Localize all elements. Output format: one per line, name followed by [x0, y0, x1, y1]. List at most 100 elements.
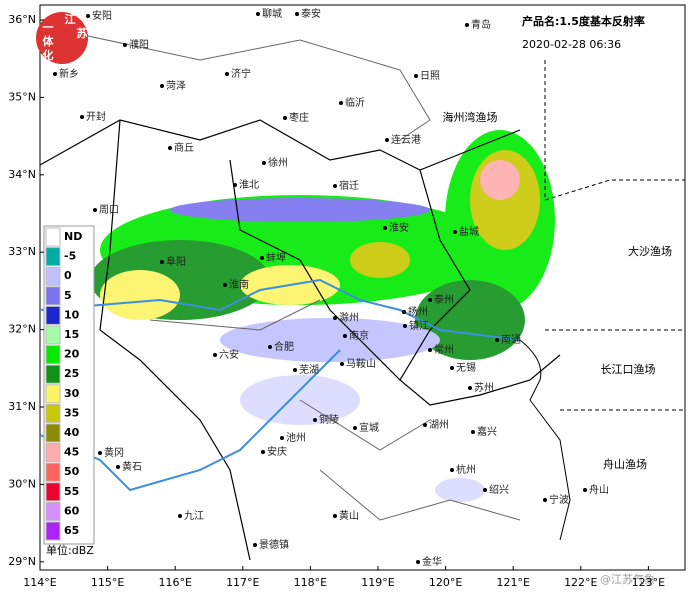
city-label: 安庆: [267, 445, 287, 458]
city-dot: [416, 560, 420, 564]
city-dot: [86, 14, 90, 18]
lon-label: 122°E: [564, 576, 597, 589]
city-label: 连云港: [391, 133, 421, 146]
legend-label: 55: [64, 485, 79, 498]
city-dot: [471, 430, 475, 434]
city-dot: [93, 208, 97, 212]
logo-char: 化: [43, 48, 54, 62]
legend-label: 15: [64, 328, 79, 341]
city-dot: [253, 543, 257, 547]
legend-unit: 单位:dBZ: [46, 543, 94, 557]
city-label: 盐城: [459, 225, 479, 238]
legend-label: 30: [64, 387, 80, 400]
legend-swatch: [45, 384, 61, 404]
city-dot: [168, 146, 172, 150]
city-label: 扬州: [408, 305, 428, 318]
city-label: 金华: [422, 555, 442, 568]
city-label: 铜陵: [319, 414, 339, 426]
legend-swatch: [45, 462, 61, 482]
city-dot: [423, 423, 427, 427]
legend-swatch: [45, 286, 61, 306]
city-dot: [450, 468, 454, 472]
city-dot: [468, 386, 472, 390]
city-dot: [428, 298, 432, 302]
lat-label: 35°N: [8, 90, 36, 103]
city-label: 日照: [420, 70, 440, 82]
city-label: 池州: [286, 431, 306, 444]
city-dot: [340, 362, 344, 366]
legend-swatch: [45, 345, 61, 365]
city-dot: [293, 368, 297, 372]
lat-label: 34°N: [8, 168, 36, 181]
lon-label: 120°E: [429, 576, 462, 589]
city-dot: [280, 436, 284, 440]
city-label: 滁州: [339, 311, 359, 324]
legend-label: -5: [64, 250, 76, 263]
borders: [39, 29, 685, 561]
legend-swatch: [45, 521, 61, 541]
rivers: [39, 278, 521, 492]
legend-swatch: [45, 325, 61, 345]
city-dot: [333, 184, 337, 188]
lat-label: 30°N: [8, 477, 36, 490]
city-label: 嘉兴: [477, 425, 497, 438]
legend-swatch: [45, 443, 61, 463]
city-dot: [453, 230, 457, 234]
city-dot: [450, 366, 454, 370]
legend-label: 40: [64, 426, 80, 439]
legend-label: 45: [64, 446, 79, 459]
city-label: 杭州: [456, 463, 476, 476]
city-label: 常州: [434, 343, 454, 356]
product-title: 产品名:1.5度基本反射率: [522, 14, 645, 28]
city-label: 九江: [184, 510, 204, 522]
lon-label: 123°E: [632, 576, 665, 589]
city-label: 开封: [86, 110, 106, 123]
sea-area: 长江口渔场: [601, 362, 656, 376]
city-label: 枣庄: [289, 111, 309, 124]
city-dot: [402, 310, 406, 314]
coastline: [519, 339, 571, 541]
city-dot: [261, 450, 265, 454]
city-dot: [98, 451, 102, 455]
legend-swatch: [45, 364, 61, 384]
city-dot: [256, 12, 260, 16]
city-label: 阜阳: [166, 255, 186, 268]
city-dot: [262, 161, 266, 165]
lon-label: 118°E: [294, 576, 327, 589]
city-dot: [414, 74, 418, 78]
city-label: 芜湖: [299, 363, 319, 376]
lat-label: 31°N: [8, 400, 36, 413]
sea-area: 大沙渔场: [628, 244, 672, 258]
legend-label: 65: [64, 524, 79, 537]
legend-swatch: [45, 501, 61, 521]
city-dot: [428, 348, 432, 352]
city-label: 舟山: [589, 483, 609, 496]
city-label: 六安: [219, 348, 239, 361]
city-label: 黄山: [339, 509, 359, 522]
city-label: 泰安: [301, 7, 321, 20]
legend-swatch: [45, 423, 61, 443]
legend-label: 25: [64, 367, 79, 380]
city-label: 新乡: [59, 67, 79, 80]
city-dot: [495, 338, 499, 342]
city-dot: [160, 260, 164, 264]
city-label: 镇江: [409, 319, 429, 332]
city-dot: [483, 488, 487, 492]
city-dot: [583, 488, 587, 492]
city-dot: [225, 72, 229, 76]
legend-label: 5: [64, 289, 72, 302]
legend-swatch: [45, 227, 61, 247]
lon-label: 116°E: [158, 576, 191, 589]
lon-label: 119°E: [361, 576, 394, 589]
legend-swatch: [45, 247, 61, 267]
lon-label: 115°E: [91, 576, 124, 589]
city-label: 无锡: [456, 361, 476, 374]
city-label: 马鞍山: [346, 357, 376, 370]
city-label: 徐州: [268, 156, 288, 169]
city-label: 临沂: [345, 96, 365, 109]
city-dot: [223, 283, 227, 287]
city-label: 淮南: [229, 278, 249, 291]
legend-label: ND: [64, 230, 82, 243]
